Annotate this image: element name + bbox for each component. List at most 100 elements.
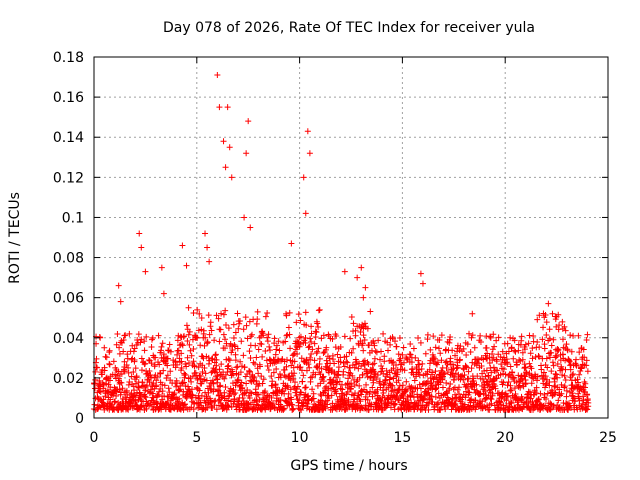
data-point [360, 347, 367, 354]
data-point [375, 337, 382, 344]
data-point [535, 396, 542, 403]
data-point [202, 370, 209, 377]
data-point [582, 380, 589, 387]
data-point [277, 371, 284, 378]
data-point [326, 395, 333, 402]
data-point [92, 368, 99, 375]
data-point [428, 393, 435, 400]
data-point [453, 365, 460, 372]
data-point [222, 322, 229, 329]
data-point [236, 317, 243, 324]
data-point [451, 402, 458, 409]
data-point [434, 359, 441, 366]
data-point [361, 320, 368, 327]
data-point [242, 314, 249, 321]
data-point [424, 331, 431, 338]
data-point [402, 388, 409, 395]
data-point [468, 365, 475, 372]
data-point [220, 331, 227, 338]
data-point [441, 370, 448, 377]
data-point [143, 405, 150, 412]
data-point [507, 399, 514, 406]
data-point [466, 389, 473, 396]
data-point [206, 383, 213, 390]
data-point [159, 340, 166, 347]
data-point [461, 401, 468, 408]
data-point [103, 354, 110, 361]
data-point [264, 338, 271, 345]
x-tick-label: 0 [90, 430, 99, 446]
data-point [432, 394, 439, 401]
data-point [585, 399, 592, 406]
data-point [315, 323, 322, 330]
data-point [308, 323, 315, 330]
data-point [280, 406, 287, 413]
data-point [157, 370, 164, 377]
x-tick-label: 5 [192, 430, 201, 446]
data-point [536, 344, 543, 351]
data-point [397, 355, 404, 362]
data-point [504, 359, 511, 366]
data-point [477, 338, 484, 345]
data-point [238, 379, 245, 386]
y-tick-label: 0.16 [53, 90, 84, 106]
data-point [387, 374, 394, 381]
data-point [377, 397, 384, 404]
data-point [95, 382, 102, 389]
data-point [315, 345, 322, 352]
data-point [335, 364, 342, 371]
data-point [437, 350, 444, 357]
data-point [563, 387, 570, 394]
data-point [549, 359, 556, 366]
data-point [284, 384, 291, 391]
data-point [374, 372, 381, 379]
data-point [566, 358, 573, 365]
data-point [569, 372, 576, 379]
data-point [360, 294, 367, 301]
data-point [262, 388, 269, 395]
data-point [474, 356, 481, 363]
data-point [559, 318, 566, 325]
data-point [440, 371, 447, 378]
data-point [138, 244, 145, 251]
data-point [385, 347, 392, 354]
data-point [198, 392, 205, 399]
data-point [101, 367, 108, 374]
data-point [418, 366, 425, 373]
data-point [306, 364, 313, 371]
data-point [464, 385, 471, 392]
data-point [546, 326, 553, 333]
plot-frame [93, 56, 609, 419]
data-point [226, 357, 233, 364]
data-point [438, 367, 445, 374]
data-point [286, 309, 293, 316]
data-point [449, 395, 456, 402]
data-point [562, 366, 569, 373]
data-point [196, 395, 203, 402]
data-point [206, 331, 213, 338]
data-point [188, 386, 195, 393]
data-point [189, 392, 196, 399]
data-point [182, 371, 189, 378]
data-point [301, 384, 308, 391]
data-point [296, 406, 303, 413]
data-point [466, 330, 473, 337]
data-point [358, 387, 365, 394]
data-point [553, 353, 560, 360]
data-point [336, 378, 343, 385]
data-point [425, 406, 432, 413]
data-point [462, 394, 469, 401]
data-point [225, 325, 232, 332]
data-point [314, 348, 321, 355]
data-point [529, 355, 536, 362]
data-point [158, 343, 165, 350]
data-point [136, 230, 143, 237]
data-point [525, 400, 532, 407]
data-point [446, 385, 453, 392]
data-point [504, 340, 511, 347]
data-point [462, 363, 469, 370]
data-point [387, 341, 394, 348]
data-point [202, 230, 209, 237]
axis-ticks: 0 0.02 0.04 0.06 0.08 0.1 0.12 0.14 0.16 0.18 0 5 10… [53, 50, 617, 446]
data-point [286, 373, 293, 380]
